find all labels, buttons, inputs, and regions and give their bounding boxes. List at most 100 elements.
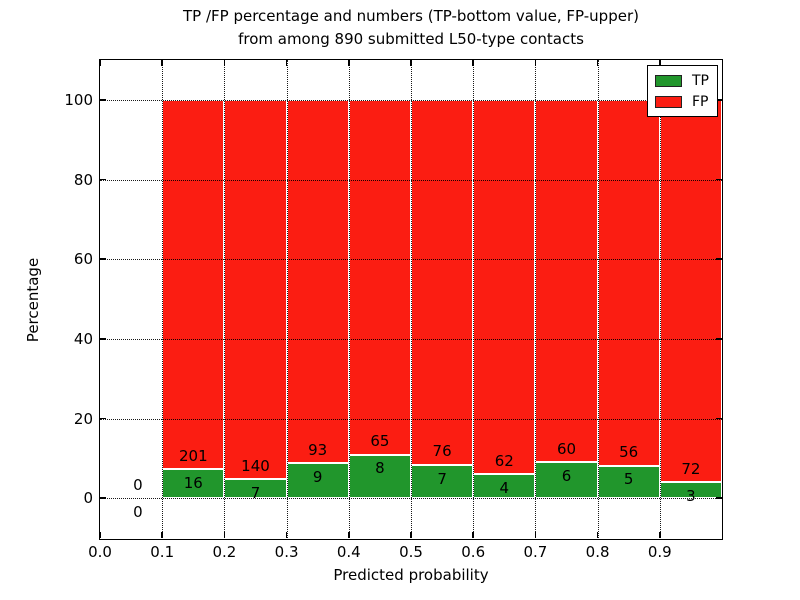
y-tick-right bbox=[716, 338, 722, 340]
x-tick-top bbox=[161, 60, 163, 66]
v-gridline bbox=[659, 60, 661, 538]
x-tick-top bbox=[659, 60, 661, 66]
x-tick-bottom bbox=[285, 532, 288, 538]
tp-count-label: 9 bbox=[312, 467, 323, 486]
x-tick-bottom bbox=[348, 532, 350, 538]
tp-count-label: 0 bbox=[133, 503, 143, 522]
x-tick-top bbox=[285, 60, 288, 66]
x-tick-label: 0.3 bbox=[274, 543, 299, 561]
x-tick-label: 0.1 bbox=[150, 543, 175, 561]
x-axis-label: Predicted probability bbox=[333, 566, 489, 584]
y-tick-left bbox=[100, 417, 106, 420]
fp-count-label: 72 bbox=[681, 460, 701, 479]
y-tick-label: 40 bbox=[73, 329, 93, 348]
x-tick-top bbox=[534, 60, 537, 66]
tp-count-label: 16 bbox=[183, 473, 203, 492]
legend: TP FP bbox=[647, 65, 718, 117]
fp-bar-segment bbox=[473, 99, 536, 475]
tp-bar-segment bbox=[286, 463, 349, 499]
x-tick-label: 0.8 bbox=[585, 543, 610, 561]
x-tick-bottom bbox=[472, 532, 474, 538]
chart-title-line2: from among 890 submitted L50-type contac… bbox=[238, 30, 584, 48]
fp-bar-segment bbox=[224, 99, 287, 480]
x-tick-bottom bbox=[99, 532, 101, 538]
fp-count-label: 201 bbox=[178, 446, 208, 465]
fp-count-label: 140 bbox=[241, 457, 270, 476]
v-gridline bbox=[473, 60, 475, 538]
y-tick-left bbox=[100, 178, 106, 181]
y-tick-right bbox=[716, 258, 722, 260]
x-tick-top bbox=[223, 60, 226, 66]
fp-bar-segment bbox=[659, 99, 722, 483]
v-gridline bbox=[348, 60, 350, 538]
fp-bar-segment bbox=[162, 99, 225, 469]
x-tick-bottom bbox=[410, 532, 412, 538]
legend-item-tp: TP bbox=[655, 70, 709, 91]
y-tick-left bbox=[100, 338, 106, 340]
x-tick-bottom bbox=[596, 532, 599, 538]
y-tick-left bbox=[100, 497, 106, 499]
y-tick-right bbox=[716, 178, 722, 181]
legend-item-fp: FP bbox=[655, 91, 709, 112]
y-tick-left bbox=[100, 258, 106, 260]
fp-bar-segment bbox=[535, 99, 598, 462]
y-tick-right bbox=[716, 99, 722, 101]
tp-bar-segment bbox=[411, 464, 474, 499]
x-tick-label: 0.7 bbox=[523, 543, 548, 561]
fp-count-label: 60 bbox=[556, 439, 577, 458]
x-tick-top bbox=[596, 60, 599, 66]
tp-count-label: 6 bbox=[561, 466, 572, 485]
x-tick-bottom bbox=[659, 532, 661, 538]
y-tick-right bbox=[716, 417, 722, 420]
v-gridline bbox=[162, 60, 164, 538]
v-gridline bbox=[411, 60, 412, 538]
x-tick-label: 0.4 bbox=[336, 543, 361, 561]
legend-label-tp: TP bbox=[692, 72, 709, 89]
tp-count-label: 7 bbox=[250, 484, 261, 503]
x-tick-label: 0.2 bbox=[212, 543, 237, 561]
fp-count-label: 65 bbox=[370, 432, 390, 451]
tp-count-label: 5 bbox=[623, 470, 634, 489]
x-tick-label: 0.5 bbox=[399, 543, 423, 561]
fp-bar-segment bbox=[597, 99, 660, 466]
x-tick-top bbox=[99, 60, 101, 66]
y-tick-right bbox=[716, 497, 722, 499]
x-tick-label: 0.6 bbox=[461, 543, 486, 561]
fp-count-label: 93 bbox=[308, 440, 328, 459]
legend-label-fp: FP bbox=[692, 93, 709, 110]
x-tick-label: 0.9 bbox=[647, 543, 672, 561]
v-gridline bbox=[535, 60, 537, 538]
x-tick-top bbox=[410, 60, 412, 66]
x-tick-top bbox=[472, 60, 474, 66]
tp-count-label: 8 bbox=[375, 459, 385, 478]
fp-count-label: 76 bbox=[432, 442, 452, 461]
chart-title-line1: TP /FP percentage and numbers (TP-bottom… bbox=[183, 7, 639, 25]
tp-count-label: 7 bbox=[437, 469, 447, 488]
y-tick-label: 60 bbox=[73, 250, 93, 269]
y-tick-label: 20 bbox=[73, 409, 93, 428]
v-gridline bbox=[224, 60, 226, 538]
v-gridline bbox=[286, 60, 288, 538]
x-tick-top bbox=[348, 60, 350, 66]
fp-count-label: 0 bbox=[133, 476, 143, 495]
y-tick-left bbox=[100, 99, 106, 101]
fp-bar-segment bbox=[411, 99, 474, 465]
y-tick-label: 0 bbox=[83, 489, 93, 508]
x-tick-label: 0.0 bbox=[88, 543, 112, 561]
tp-bar-segment bbox=[597, 465, 660, 499]
fp-bar-segment bbox=[286, 99, 349, 463]
fp-bar-segment bbox=[348, 99, 411, 455]
fp-swatch-icon bbox=[655, 95, 682, 108]
fp-count-label: 56 bbox=[619, 443, 639, 462]
y-tick-label: 100 bbox=[64, 90, 93, 109]
tp-swatch-icon bbox=[655, 74, 682, 87]
tp-count-label: 4 bbox=[499, 478, 510, 497]
tp-bar-segment bbox=[348, 454, 411, 499]
x-tick-bottom bbox=[534, 532, 537, 538]
x-tick-bottom bbox=[161, 532, 163, 538]
tp-count-label: 3 bbox=[686, 487, 696, 506]
fp-count-label: 62 bbox=[494, 451, 514, 470]
y-tick-label: 80 bbox=[73, 170, 93, 189]
